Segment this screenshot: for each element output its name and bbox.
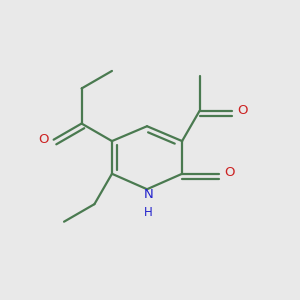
Text: N: N (144, 188, 153, 201)
Text: H: H (144, 206, 153, 219)
Text: O: O (224, 167, 235, 179)
Text: O: O (237, 103, 248, 117)
Text: O: O (38, 133, 48, 146)
